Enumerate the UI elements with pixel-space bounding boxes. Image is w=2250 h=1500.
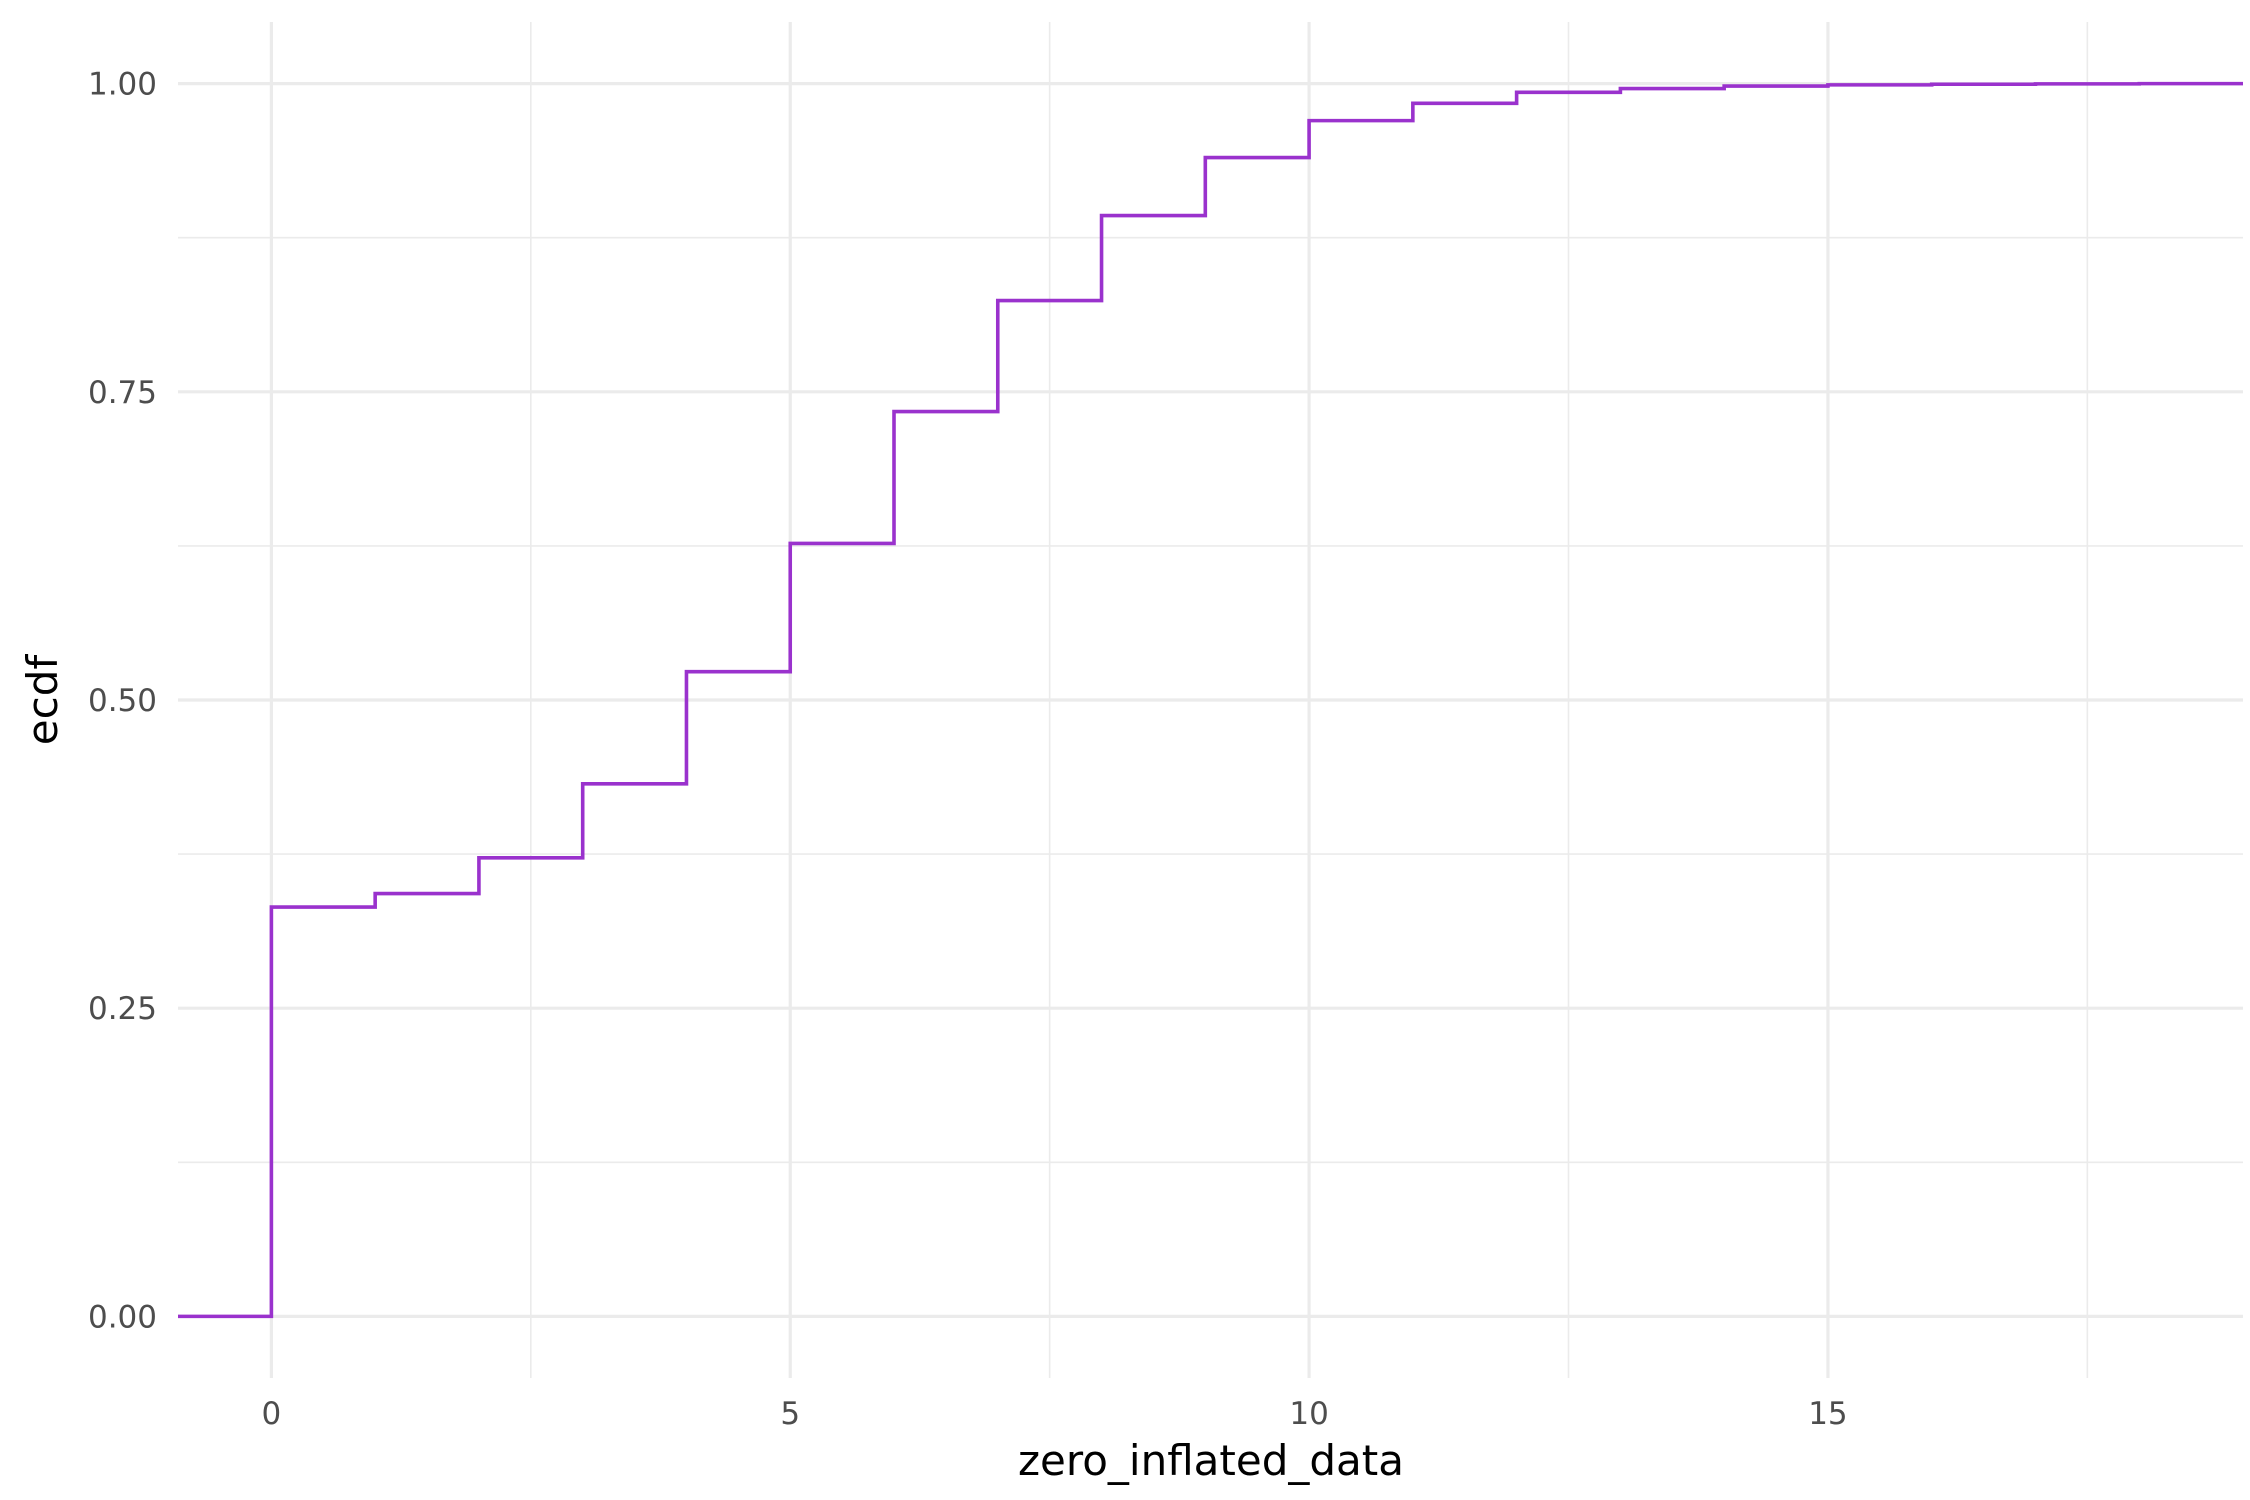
y-tick-label: 0.75 <box>88 375 157 411</box>
x-axis-title: zero_inflated_data <box>1018 1436 1404 1485</box>
x-tick-label: 10 <box>1289 1396 1328 1432</box>
series-layer <box>178 81 2243 1319</box>
y-axis-tick-labels: 0.00 0.25 0.50 0.75 1.00 <box>88 67 157 1336</box>
x-axis-tick-labels: 0 5 10 15 <box>262 1396 1848 1432</box>
y-axis-title: ecdf <box>18 654 67 746</box>
x-tick-label: 5 <box>780 1396 800 1432</box>
minor-gridlines <box>178 22 2243 1378</box>
y-tick-label: 0.25 <box>88 991 157 1027</box>
x-tick-label: 0 <box>262 1396 282 1432</box>
x-tick-label: 15 <box>1808 1396 1847 1432</box>
major-gridlines <box>178 22 2243 1378</box>
y-tick-label: 0.50 <box>88 683 157 719</box>
y-tick-label: 0.00 <box>88 1299 157 1335</box>
ecdf-step-line <box>178 81 2243 1319</box>
y-tick-label: 1.00 <box>88 67 157 103</box>
